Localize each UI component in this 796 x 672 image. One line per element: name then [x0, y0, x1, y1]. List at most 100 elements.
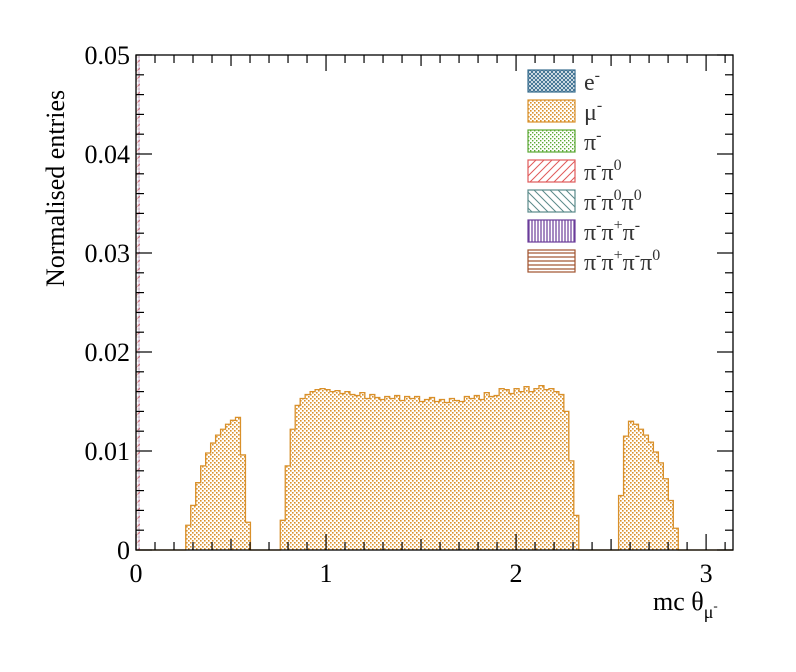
histogram-bin — [210, 443, 216, 550]
histogram-bin — [623, 436, 629, 550]
plot-frame — [135, 54, 734, 551]
histogram-bin — [643, 435, 649, 550]
histogram-bin — [538, 385, 545, 550]
histogram-bin — [439, 399, 445, 550]
x-tick-label: 0 — [130, 559, 143, 588]
histogram-bin — [628, 421, 634, 550]
histogram-bin — [449, 398, 455, 550]
histogram-bin — [339, 393, 346, 550]
histogram-bin — [633, 424, 639, 550]
histogram-bin — [384, 396, 391, 550]
histogram-bin — [509, 393, 515, 550]
histogram-bin — [504, 389, 510, 550]
legend-swatch — [527, 189, 576, 213]
histogram-outline — [136, 385, 733, 551]
legend-entry: e- — [527, 67, 600, 96]
x-axis-title-subsup: - — [713, 598, 717, 613]
histogram-bin — [344, 391, 351, 550]
y-tick-label: 0.05 — [85, 41, 131, 70]
histogram-bin — [454, 400, 460, 550]
legend-swatch — [527, 69, 576, 93]
histogram-bin — [359, 392, 366, 550]
legend-entry: π-π+π- — [527, 217, 640, 246]
legend-label: π-π+π-π0 — [584, 247, 660, 276]
legend-label: π-π0π0 — [584, 187, 642, 216]
histogram-bin — [673, 528, 679, 550]
x-tick-label: 3 — [700, 559, 713, 588]
histogram-bin — [469, 398, 475, 550]
histogram-bin — [245, 522, 251, 550]
histogram-bin — [205, 452, 211, 550]
histogram-bin — [424, 399, 430, 550]
histogram-bin — [195, 482, 201, 550]
histogram-bin — [548, 388, 555, 550]
histogram-bin — [529, 391, 535, 550]
histogram-bars — [185, 385, 679, 550]
legend-label: π-π0 — [584, 157, 622, 186]
histogram-bin — [444, 402, 450, 550]
histogram-bin — [638, 429, 644, 550]
histogram-bin — [663, 478, 669, 550]
histogram-bin — [349, 394, 356, 550]
histogram-bin — [653, 451, 659, 550]
y-axis-title: Normalised entries — [41, 90, 70, 287]
histogram-bin — [374, 397, 381, 550]
x-tick-label: 2 — [510, 559, 523, 588]
histogram-bin — [394, 395, 400, 550]
histogram-bin — [618, 495, 624, 550]
histogram-bin — [310, 391, 316, 550]
histogram-bin — [330, 391, 336, 550]
legend-entry: μ- — [527, 97, 602, 126]
histogram-bin — [305, 394, 311, 550]
x-tick-label: 1 — [320, 559, 333, 588]
histogram-bin — [514, 388, 520, 550]
histogram-bin — [429, 397, 435, 550]
histogram-bin — [215, 435, 221, 550]
histogram-bin — [409, 398, 415, 550]
x-axis-title-main: mc θ — [653, 587, 704, 616]
zero-spike — [136, 56, 140, 550]
histogram-bin — [434, 401, 440, 550]
histogram-bin — [379, 399, 386, 550]
histogram-bin — [285, 465, 291, 550]
histogram-bin — [464, 396, 470, 550]
legend-label: e- — [584, 67, 600, 96]
legend-label: π-π+π- — [584, 217, 640, 246]
histogram-bin — [499, 388, 505, 550]
histogram-bin — [568, 460, 575, 550]
histogram-bin — [558, 394, 565, 550]
legend-entry: π- — [527, 127, 601, 156]
histogram-bin — [230, 420, 236, 550]
legend-swatch — [527, 99, 576, 123]
legend-label: μ- — [584, 97, 602, 126]
histogram-bin — [648, 442, 654, 550]
histogram-bin — [225, 424, 231, 550]
histogram-bin — [479, 399, 485, 550]
histogram-bin — [543, 389, 550, 550]
histogram-bin — [524, 386, 530, 550]
legend-swatch — [527, 159, 576, 183]
histogram-bin — [484, 392, 490, 550]
histogram-bin — [335, 390, 341, 550]
histogram-bin — [295, 405, 301, 550]
histogram-bin — [354, 395, 361, 550]
histogram-bin — [474, 395, 480, 550]
histogram-bin — [190, 505, 196, 550]
legend-swatch — [527, 219, 576, 243]
histogram-bin — [414, 396, 420, 550]
histogram-bin — [494, 395, 500, 550]
histogram-bin — [489, 396, 495, 550]
legend-swatch — [527, 129, 576, 153]
histogram-bin — [519, 391, 525, 550]
histogram-bin — [235, 417, 241, 550]
histogram-bin — [325, 389, 331, 550]
legend-entry: π-π+π-π0 — [527, 247, 660, 276]
histogram-bin — [658, 462, 664, 550]
histogram-bin — [185, 525, 192, 550]
y-tick-label: 0.02 — [85, 338, 131, 367]
histogram-bin — [389, 398, 395, 550]
histogram-bin — [240, 454, 246, 550]
y-tick-label: 0.03 — [85, 239, 131, 268]
